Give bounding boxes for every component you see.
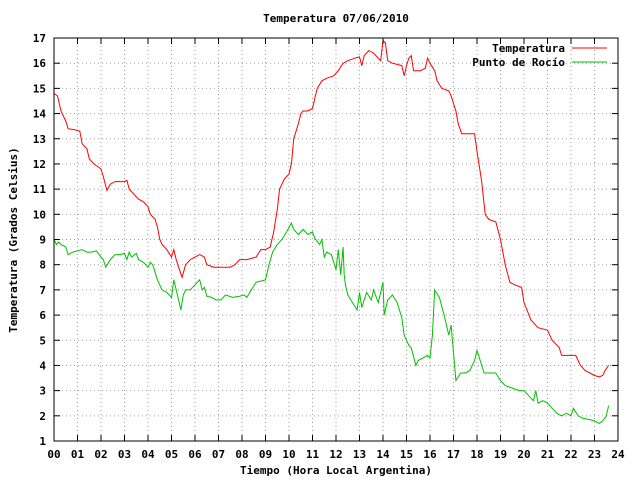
x-tick-label: 21 bbox=[541, 448, 555, 461]
y-tick-label: 17 bbox=[33, 32, 46, 45]
x-tick-label: 07 bbox=[212, 448, 225, 461]
y-tick-label: 14 bbox=[33, 108, 47, 121]
y-tick-label: 9 bbox=[39, 234, 46, 247]
series-lines bbox=[53, 39, 610, 424]
y-tick-label: 2 bbox=[39, 410, 46, 423]
x-tick-label: 14 bbox=[376, 448, 390, 461]
y-tick-label: 11 bbox=[33, 183, 47, 196]
y-tick-label: 7 bbox=[39, 284, 46, 297]
x-tick-label: 23 bbox=[588, 448, 601, 461]
x-tick-label: 22 bbox=[564, 448, 577, 461]
x-tick-label: 19 bbox=[494, 448, 507, 461]
x-tick-label: 06 bbox=[188, 448, 202, 461]
legend: Temperatura Punto de Rocío bbox=[472, 42, 607, 69]
y-tick-label: 15 bbox=[33, 82, 46, 95]
x-tick-label: 03 bbox=[118, 448, 131, 461]
x-axis-label: Tiempo (Hora Local Argentina) bbox=[240, 464, 432, 477]
x-tick-label: 02 bbox=[94, 448, 107, 461]
series-line-temperatura bbox=[53, 39, 610, 378]
x-tick-label: 05 bbox=[165, 448, 178, 461]
y-axis-label: Temperatura (Grados Celsius) bbox=[7, 147, 20, 332]
chart-title: Temperatura 07/06/2010 bbox=[263, 12, 409, 25]
x-tick-label: 15 bbox=[400, 448, 413, 461]
y-tick-label: 12 bbox=[33, 158, 46, 171]
x-tick-label: 11 bbox=[306, 448, 320, 461]
x-tick-label: 00 bbox=[47, 448, 60, 461]
y-tick-label: 5 bbox=[39, 334, 46, 347]
x-tick-label: 18 bbox=[470, 448, 483, 461]
x-tick-label: 13 bbox=[353, 448, 366, 461]
x-tick-label: 04 bbox=[141, 448, 155, 461]
y-tick-label: 4 bbox=[39, 359, 46, 372]
y-tick-label: 10 bbox=[33, 208, 46, 221]
x-tick-label: 24 bbox=[611, 448, 625, 461]
legend-label-punto-de-rocio: Punto de Rocío bbox=[472, 56, 565, 69]
series-line-punto-de-rocio bbox=[53, 221, 610, 424]
y-tick-label: 8 bbox=[39, 259, 46, 272]
legend-label-temperatura: Temperatura bbox=[492, 42, 565, 55]
axis-ticks bbox=[53, 37, 619, 442]
x-tick-labels: 00 01 02 03 04 05 06 07 08 09 10 11 12 13 14 15 16 17 18 19… bbox=[47, 448, 625, 461]
x-tick-label: 10 bbox=[282, 448, 295, 461]
y-tick-label: 1 bbox=[39, 435, 46, 448]
x-tick-label: 16 bbox=[423, 448, 437, 461]
x-tick-label: 20 bbox=[517, 448, 530, 461]
y-tick-label: 6 bbox=[39, 309, 46, 322]
y-tick-label: 16 bbox=[33, 57, 47, 70]
x-tick-label: 17 bbox=[447, 448, 460, 461]
y-tick-label: 3 bbox=[39, 385, 46, 398]
x-tick-label: 12 bbox=[329, 448, 342, 461]
x-tick-label: 01 bbox=[71, 448, 85, 461]
x-tick-label: 09 bbox=[259, 448, 272, 461]
y-tick-label: 13 bbox=[33, 133, 46, 146]
x-tick-label: 08 bbox=[235, 448, 248, 461]
